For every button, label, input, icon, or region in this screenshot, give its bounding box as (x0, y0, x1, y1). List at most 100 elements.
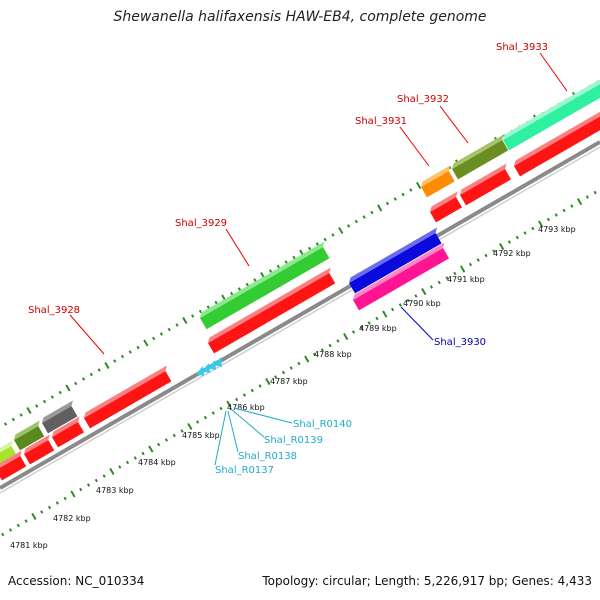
forward-tick (393, 197, 397, 201)
backbone-line-lower (0, 146, 600, 494)
forward-tick (182, 316, 188, 325)
reverse-tick (47, 505, 52, 510)
gene-label-shal-3928[interactable]: Shal_3928 (28, 305, 80, 316)
reverse-tick (367, 321, 371, 325)
reverse-tick (79, 487, 83, 492)
forward-tick (159, 332, 164, 336)
gene-label-shal-r0139[interactable]: Shal_R0139 (264, 435, 323, 446)
kbp-label-4789: 4789 kbp (359, 324, 397, 333)
forward-tick (50, 395, 54, 399)
gene-label-shal-3929[interactable]: Shal_3929 (175, 218, 227, 229)
gene-label-shal-3931[interactable]: Shal_3931 (355, 116, 407, 127)
reverse-tick (274, 375, 278, 379)
reverse-tick (328, 343, 332, 348)
reverse-tick (86, 483, 91, 487)
feature-cds-c[interactable] (50, 416, 87, 448)
forward-tick (276, 264, 280, 269)
reverse-tick (531, 226, 535, 231)
feature-cds-e[interactable] (428, 191, 465, 223)
reverse-tick (164, 438, 169, 442)
forward-tick (19, 413, 23, 417)
forward-tick (35, 404, 39, 408)
reverse-tick (414, 294, 418, 298)
forward-tick (143, 339, 149, 347)
gene-label-shal-r0138[interactable]: Shal_R0138 (238, 451, 297, 462)
forward-tick (323, 237, 327, 242)
reverse-tick (94, 478, 98, 483)
kbp-label-4785: 4785 kbp (182, 431, 220, 440)
feature-olive-shal3932[interactable] (450, 134, 512, 180)
reverse-tick (118, 465, 122, 469)
reverse-tick (460, 265, 466, 273)
feature-blue-shal3930[interactable] (347, 227, 445, 294)
reverse-tick (538, 220, 544, 228)
reverse-tick (109, 467, 115, 476)
feature-rrna-cluster[interactable] (196, 357, 222, 376)
reverse-tick (593, 190, 597, 195)
gene-label-shal-3930[interactable]: Shal_3930 (434, 337, 486, 348)
forward-tick (377, 204, 383, 212)
reverse-tick (141, 451, 145, 456)
reverse-tick (484, 253, 488, 258)
feature-olive[interactable] (12, 420, 48, 451)
reverse-tick (281, 370, 286, 375)
forward-tick (97, 368, 101, 372)
forward-tick (331, 233, 335, 237)
kbp-labels: 4781 kbp 4782 kbp 4783 kbp 4784 kbp 4785… (10, 225, 576, 550)
reverse-tick (289, 366, 293, 370)
feature-cds-f[interactable] (458, 163, 514, 206)
kbp-label-4793: 4793 kbp (538, 225, 576, 234)
forward-tick (409, 188, 413, 192)
reverse-tick (437, 280, 441, 285)
feature-cds-b[interactable] (22, 434, 58, 465)
reverse-tick (576, 198, 583, 206)
reverse-tick (63, 496, 67, 501)
feature-cds-a[interactable] (0, 450, 30, 481)
reverse-tick (187, 422, 193, 431)
forward-tick (307, 246, 312, 251)
forward-tick (401, 192, 405, 197)
reverse-tick (507, 240, 512, 244)
gene-label-shal-r0137[interactable]: Shal_R0137 (215, 465, 274, 476)
feature-cds-shal3928[interactable] (82, 365, 175, 429)
reverse-tick (55, 501, 59, 505)
reverse-tick (242, 393, 247, 397)
feature-green-shal3929[interactable] (198, 241, 333, 330)
reverse-tick (226, 400, 232, 408)
reverse-tick (304, 355, 310, 363)
reverse-tick (546, 217, 551, 222)
reverse-tick (250, 388, 254, 393)
reverse-tick-row (1, 190, 597, 537)
reverse-tick (125, 460, 130, 465)
feature-cds-g[interactable] (512, 105, 600, 177)
reverse-tick (468, 262, 473, 267)
reverse-tick (382, 310, 388, 318)
backbone-line-upper (0, 140, 600, 490)
reverse-tick (8, 528, 13, 532)
feature-teal-shal3933[interactable] (501, 74, 600, 151)
forward-tick (253, 278, 257, 282)
gene-label-shal-3933[interactable]: Shal_3933 (496, 42, 548, 53)
reverse-tick (523, 231, 527, 235)
forward-tick (268, 269, 273, 273)
gene-label-shal-3932[interactable]: Shal_3932 (397, 94, 449, 105)
reverse-tick (375, 316, 379, 321)
reverse-tick (180, 429, 184, 433)
forward-tick (104, 361, 110, 370)
reverse-tick (235, 397, 239, 402)
forward-tick (167, 327, 171, 332)
map-title: Shewanella halifaxensis HAW-EB4, complet… (113, 9, 487, 25)
gene-label-shal-r0140[interactable]: Shal_R0140 (293, 419, 352, 430)
feature-cds-d[interactable] (206, 267, 339, 354)
feature-magenta[interactable] (351, 242, 453, 311)
feature-orange-shal3931[interactable] (419, 165, 458, 198)
kbp-label-4790: 4790 kbp (403, 299, 441, 308)
feature-lime[interactable] (0, 440, 21, 467)
reverse-tick (40, 510, 44, 514)
reverse-tick (133, 456, 137, 460)
reverse-tick (16, 523, 20, 528)
reverse-tick (320, 348, 324, 352)
forward-tick (245, 282, 249, 287)
reverse-tick (554, 213, 558, 217)
feature-gray[interactable] (40, 400, 81, 434)
